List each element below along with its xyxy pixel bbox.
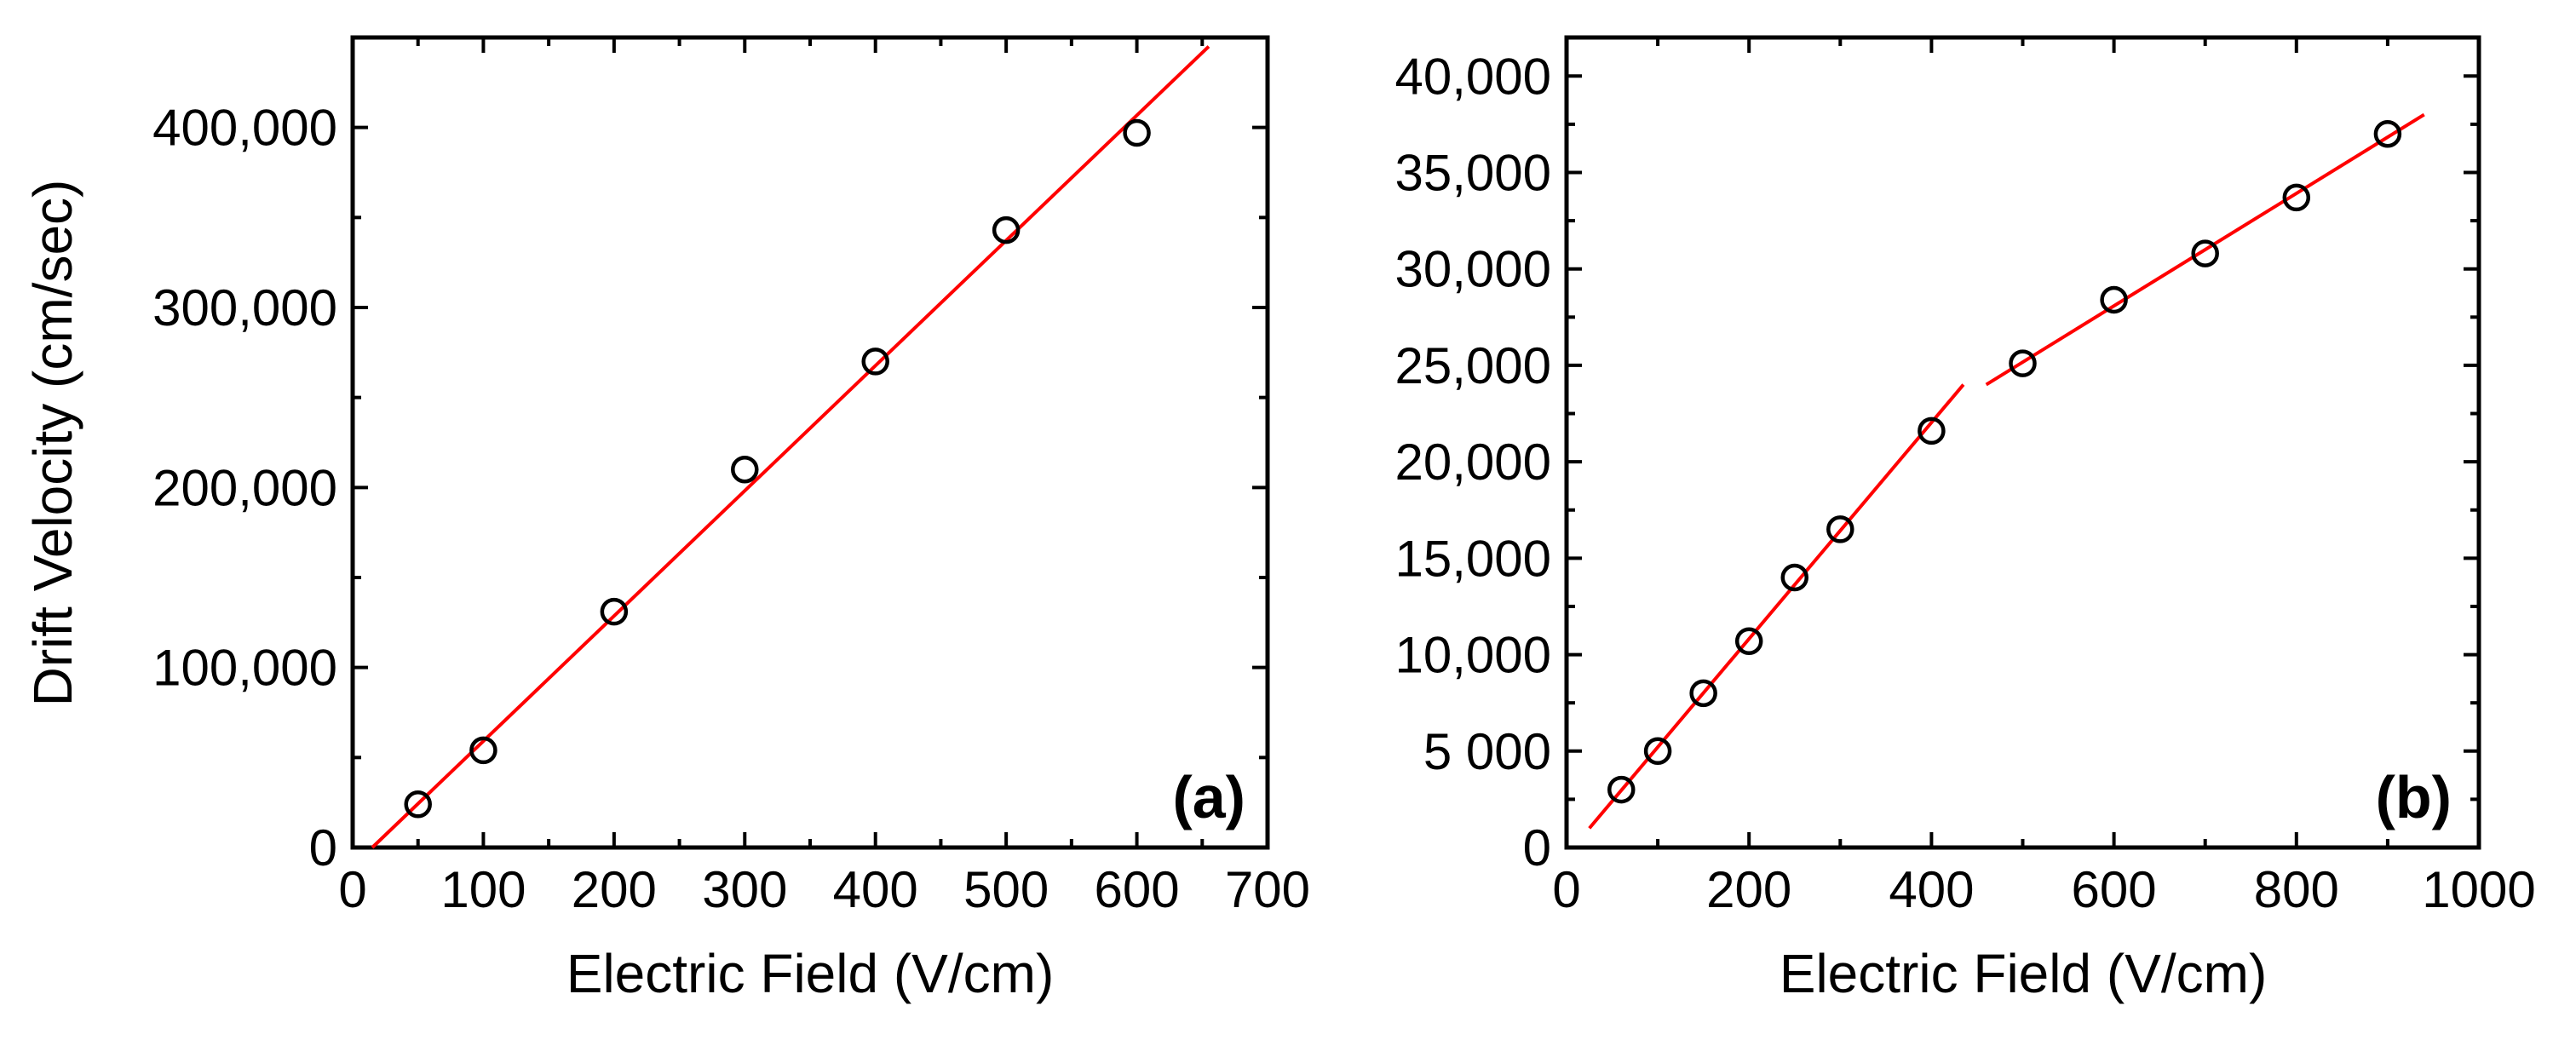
x-tick-label: 100	[440, 861, 526, 918]
data-point	[2009, 349, 2037, 377]
y-tick-label: 400,000	[152, 100, 337, 157]
fit-line	[371, 45, 1210, 849]
y-tick-label: 20,000	[1394, 434, 1551, 491]
data-point	[2373, 119, 2402, 148]
data-point	[600, 597, 629, 626]
chart-panel-b: 0 200 400 600 800 1000 0 5 000 10,000 15,000 20,00…	[1394, 35, 2536, 1004]
data-point	[1123, 118, 1151, 147]
fit-line	[1588, 383, 1965, 830]
y-tick-label: 200,000	[152, 459, 337, 516]
y-tick-label: 10,000	[1394, 627, 1551, 684]
x-tick-label: 0	[338, 861, 366, 918]
x-tick-label: 500	[963, 861, 1049, 918]
y-tick-label: 25,000	[1394, 337, 1551, 394]
data-point	[469, 736, 497, 765]
data-point	[1918, 417, 1946, 445]
data-point	[1780, 563, 1808, 592]
data-point	[861, 348, 889, 376]
data-point	[2191, 239, 2219, 267]
chart-panel-a: 0 100 200 300 400 500 600 700 0 100,000 200,000 300…	[22, 35, 1310, 1004]
y-tick-label: 5 000	[1423, 723, 1551, 780]
y-tick-label: 300,000	[152, 279, 337, 336]
x-tick-label: 800	[2254, 861, 2339, 918]
data-point	[2282, 183, 2311, 212]
x-tick-label: 0	[1552, 861, 1580, 918]
y-tick-label: 40,000	[1394, 48, 1551, 105]
y-tick-label: 30,000	[1394, 241, 1551, 298]
data-point	[1826, 515, 1854, 543]
panel-label: (a)	[1172, 764, 1245, 830]
x-tick-label: 300	[702, 861, 787, 918]
y-tick-label: 0	[1523, 819, 1551, 876]
x-axis-title: Electric Field (V/cm)	[566, 943, 1055, 1004]
data-point	[992, 215, 1021, 244]
y-tick-label: 100,000	[152, 640, 337, 697]
x-axis-title: Electric Field (V/cm)	[1780, 943, 2268, 1004]
fit-line	[1985, 112, 2425, 387]
x-tick-label: 600	[2072, 861, 2157, 918]
data-point	[1689, 679, 1717, 708]
data-point	[731, 455, 759, 484]
data-point	[1607, 775, 1636, 804]
y-axis-title: Drift Velocity (cm/sec)	[22, 180, 83, 707]
x-tick-label: 400	[833, 861, 918, 918]
y-tick-label: 0	[309, 819, 337, 876]
data-point	[404, 790, 432, 819]
y-tick-label: 35,000	[1394, 145, 1551, 202]
x-tick-label: 200	[1706, 861, 1791, 918]
data-point	[1734, 627, 1763, 655]
x-tick-label: 1000	[2422, 861, 2535, 918]
data-point	[2100, 285, 2128, 314]
x-tick-label: 400	[1889, 861, 1974, 918]
panel-label: (b)	[2376, 764, 2452, 830]
x-tick-label: 700	[1225, 861, 1310, 918]
data-point	[1643, 737, 1672, 766]
y-tick-label: 15,000	[1394, 530, 1551, 587]
x-tick-label: 200	[572, 861, 657, 918]
x-tick-label: 600	[1095, 861, 1180, 918]
